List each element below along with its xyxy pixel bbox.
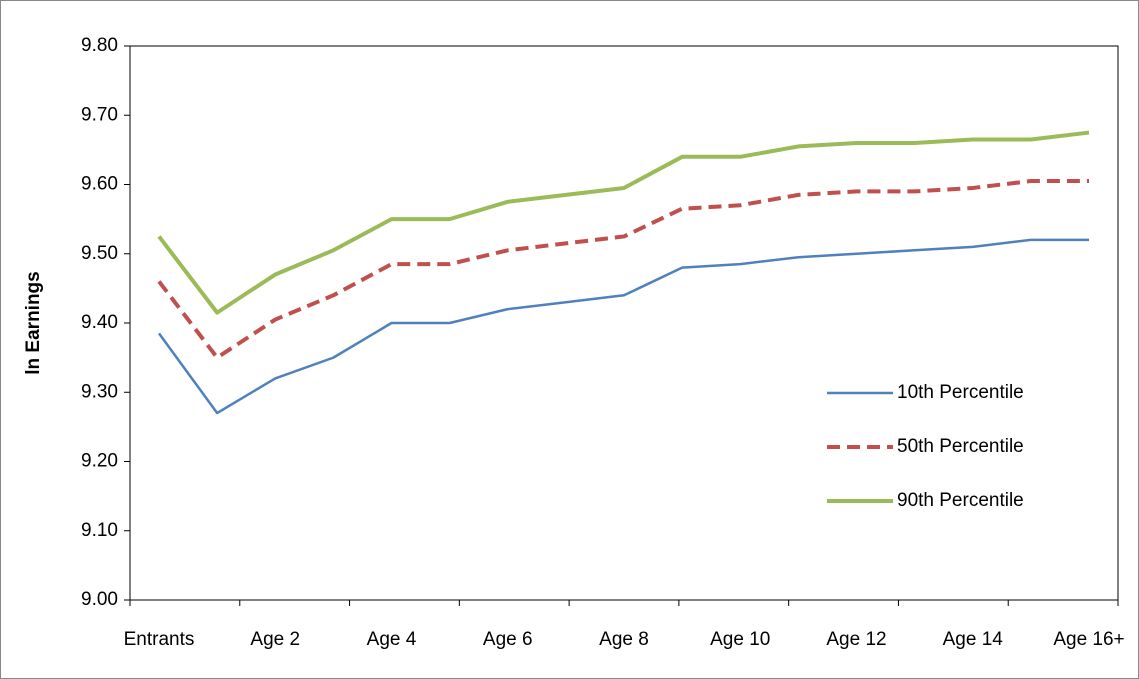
y-tick-label: 9.80 xyxy=(81,35,118,56)
y-tick-label: 9.50 xyxy=(81,243,118,264)
y-tick-label: 9.40 xyxy=(81,312,118,333)
y-tick-label: 9.70 xyxy=(81,104,118,125)
x-tick-label: Age 12 xyxy=(826,629,886,650)
y-tick-label: 9.60 xyxy=(81,174,118,195)
x-tick-label: Age 6 xyxy=(483,629,533,650)
x-tick-label: Age 16+ xyxy=(1053,629,1124,650)
y-tick-label: 9.10 xyxy=(81,520,118,541)
series-line xyxy=(157,179,1089,360)
series-line xyxy=(157,238,1089,415)
y-tick-label: 9.20 xyxy=(81,451,118,472)
x-tick-label: Age 2 xyxy=(250,629,300,650)
x-tick-label: Age 14 xyxy=(943,629,1004,650)
x-tick-label: Entrants xyxy=(124,629,195,650)
x-tick-label: Age 8 xyxy=(599,629,649,650)
x-tick-label: Age 10 xyxy=(710,629,770,650)
x-tick-label: Age 4 xyxy=(367,629,417,650)
legend-label: 50th Percentile xyxy=(897,436,1024,457)
y-axis-label: ln Earnings xyxy=(23,271,44,374)
series-line xyxy=(157,130,1090,315)
y-tick-label: 9.00 xyxy=(81,589,118,610)
legend-label: 90th Percentile xyxy=(897,490,1024,511)
legend-label: 10th Percentile xyxy=(897,382,1024,403)
y-tick-label: 9.30 xyxy=(81,381,118,402)
